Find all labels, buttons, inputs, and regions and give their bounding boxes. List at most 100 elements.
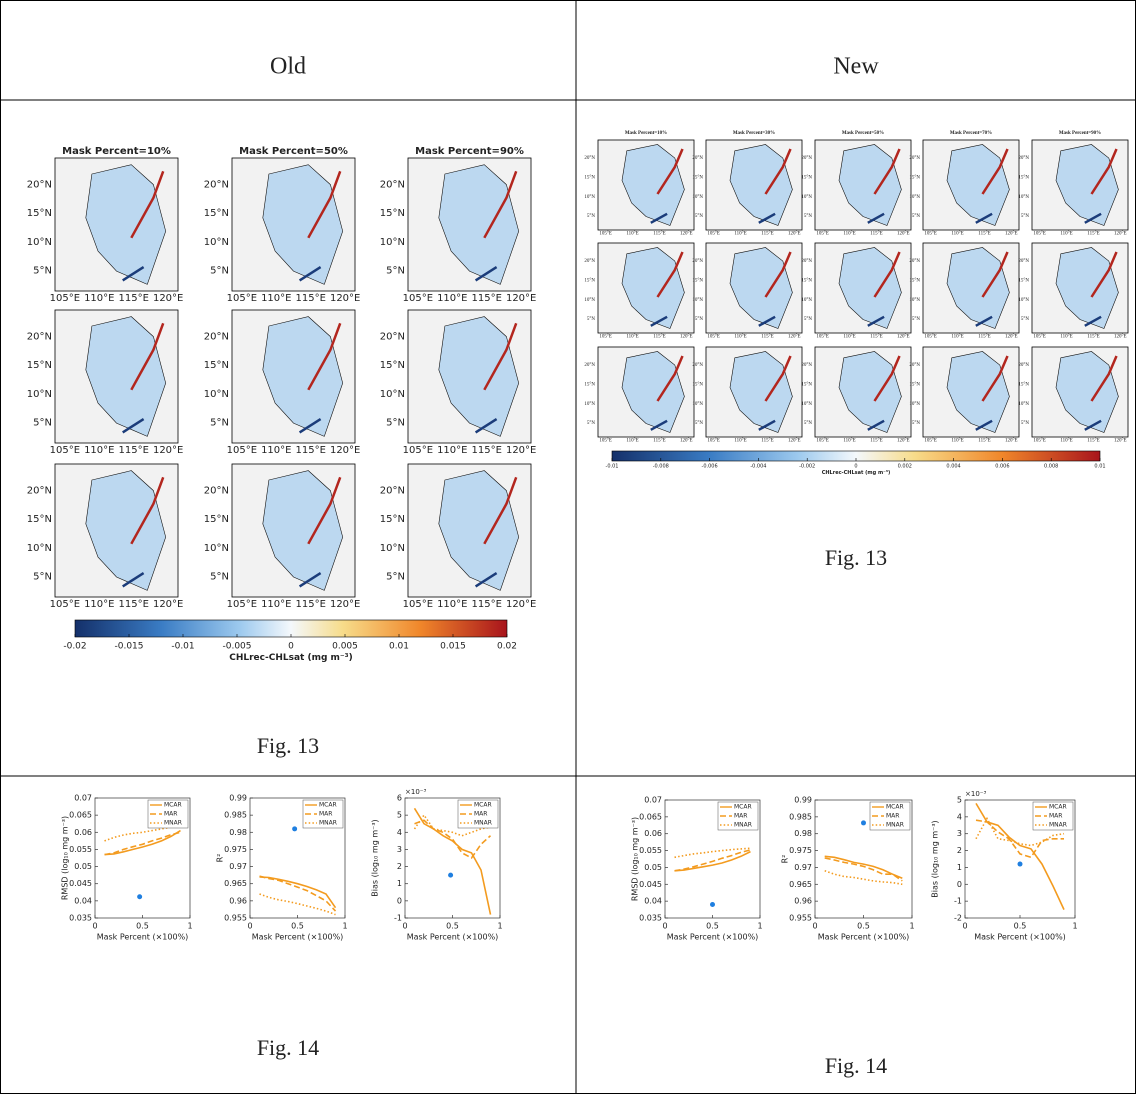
y-axis-label: RMSD (log₁₀ mg m⁻³) xyxy=(631,817,640,901)
lat-label: 20°N xyxy=(204,486,229,497)
data-point xyxy=(1018,862,1023,867)
lon-label: 115°E xyxy=(870,439,882,444)
y-tick-label: 0.955 xyxy=(789,914,812,923)
lat-label: 10°N xyxy=(27,389,52,400)
lat-label: 10°N xyxy=(1018,298,1029,303)
lat-label: 10°N xyxy=(204,389,229,400)
lon-label: 115°E xyxy=(1087,335,1099,340)
y-tick-label: 2 xyxy=(957,846,962,855)
lon-label: 115°E xyxy=(119,445,149,456)
y-tick-label: 0.975 xyxy=(224,845,247,854)
lon-label: 120°E xyxy=(1114,439,1127,444)
lon-label: 110°E xyxy=(84,293,114,304)
lon-label: 105°E xyxy=(50,293,80,304)
x-tick-label: 0 xyxy=(247,922,252,931)
lon-label: 115°E xyxy=(978,439,990,444)
lat-label: 15°N xyxy=(692,382,703,387)
lon-label: 115°E xyxy=(1087,439,1099,444)
x-tick-label: 0 xyxy=(662,922,667,931)
lon-label: 115°E xyxy=(653,439,665,444)
lat-label: 15°N xyxy=(27,360,52,371)
map-title: Mask Percent=10% xyxy=(62,146,171,157)
lat-label: 20°N xyxy=(380,486,405,497)
lon-label: 120°E xyxy=(788,335,801,340)
lon-label: 105°E xyxy=(403,599,433,610)
y-tick-label: 1 xyxy=(397,879,402,888)
colorbar-tick-label: -0.004 xyxy=(750,464,766,470)
colorbar-tick-label: 0.008 xyxy=(1044,464,1058,470)
data-point xyxy=(137,894,142,899)
lon-label: 110°E xyxy=(261,445,291,456)
data-point xyxy=(710,902,715,907)
lat-label: 10°N xyxy=(801,402,812,407)
lon-label: 115°E xyxy=(472,293,502,304)
x-tick-label: 1 xyxy=(1072,922,1077,931)
legend-label: MNAR xyxy=(734,822,752,829)
lon-label: 105°E xyxy=(403,293,433,304)
lon-label: 105°E xyxy=(50,599,80,610)
lon-label: 105°E xyxy=(1033,335,1046,340)
lat-label: 10°N xyxy=(1018,402,1029,407)
legend-label: MAR xyxy=(319,811,332,818)
lon-label: 110°E xyxy=(1060,439,1072,444)
lon-label: 120°E xyxy=(1005,232,1018,237)
lon-label: 120°E xyxy=(897,335,910,340)
legend-label: MNAR xyxy=(474,820,492,827)
lon-label: 110°E xyxy=(84,599,114,610)
legend-label: MCAR xyxy=(474,802,492,809)
lon-label: 105°E xyxy=(599,232,612,237)
lat-label: 10°N xyxy=(380,389,405,400)
lon-label: 105°E xyxy=(816,439,829,444)
lon-label: 120°E xyxy=(1114,232,1127,237)
lon-label: 115°E xyxy=(119,599,149,610)
y-tick-label: 0.055 xyxy=(69,845,92,854)
x-tick-label: 0.5 xyxy=(857,922,870,931)
lat-label: 20°N xyxy=(380,180,405,191)
lon-label: 120°E xyxy=(330,293,360,304)
lat-label: 20°N xyxy=(692,363,703,368)
lat-label: 20°N xyxy=(204,332,229,343)
lat-label: 5°N xyxy=(695,214,703,219)
lon-label: 110°E xyxy=(261,599,291,610)
lat-label: 15°N xyxy=(380,514,405,525)
y-tick-label: 0.96 xyxy=(794,897,812,906)
y-tick-label: 6 xyxy=(397,794,402,803)
legend-label: MNAR xyxy=(886,822,904,829)
lon-label: 110°E xyxy=(734,335,746,340)
lon-label: 110°E xyxy=(261,293,291,304)
lon-label: 120°E xyxy=(1114,335,1127,340)
y-axis-label: Bias (log₁₀ mg m⁻³) xyxy=(931,820,940,897)
lat-label: 5°N xyxy=(912,317,920,322)
colorbar-tick-label: 0.004 xyxy=(946,464,960,470)
colorbar-tick-label: 0 xyxy=(288,642,294,652)
lat-label: 5°N xyxy=(33,265,52,276)
map-title: Mask Percent=70% xyxy=(950,131,992,136)
lat-label: 20°N xyxy=(27,486,52,497)
colorbar-tick-label: 0 xyxy=(854,464,857,470)
y-tick-label: 4 xyxy=(397,828,402,837)
lon-label: 105°E xyxy=(707,232,720,237)
lon-label: 110°E xyxy=(951,439,963,444)
lon-label: 120°E xyxy=(680,232,693,237)
lat-label: 15°N xyxy=(1018,382,1029,387)
legend-label: MNAR xyxy=(1049,822,1067,829)
lon-label: 110°E xyxy=(734,232,746,237)
x-tick-label: 0.5 xyxy=(291,922,304,931)
y-tick-label: 1 xyxy=(957,863,962,872)
x-tick-label: 0 xyxy=(962,922,967,931)
x-tick-label: 1 xyxy=(187,922,192,931)
lon-label: 110°E xyxy=(951,335,963,340)
lon-label: 110°E xyxy=(626,335,638,340)
colorbar-tick-label: 0.002 xyxy=(898,464,912,470)
y-tick-label: 0.04 xyxy=(644,897,662,906)
x-axis-label: Mask Percent (×100%) xyxy=(667,933,759,942)
map-title: Mask Percent=90% xyxy=(1059,131,1101,136)
x-tick-label: 1 xyxy=(497,922,502,931)
legend-label: MAR xyxy=(734,813,747,820)
lon-label: 115°E xyxy=(761,232,773,237)
lon-label: 115°E xyxy=(870,335,882,340)
lat-label: 15°N xyxy=(204,208,229,219)
y-tick-label: 0.05 xyxy=(74,862,92,871)
lat-label: 20°N xyxy=(801,156,812,161)
colorbar-tick-label: -0.015 xyxy=(114,642,143,652)
